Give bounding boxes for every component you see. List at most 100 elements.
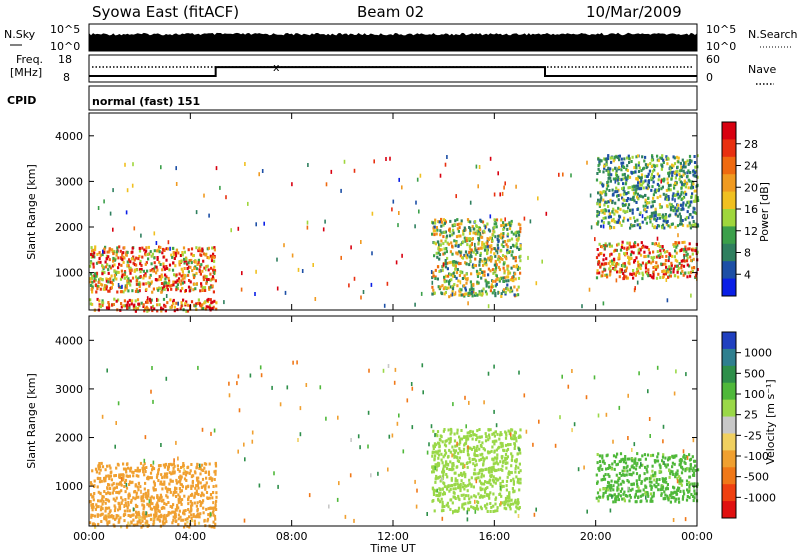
heatmap-cell	[258, 172, 260, 177]
heatmap-cell	[504, 453, 508, 456]
heatmap-cell	[664, 463, 667, 467]
heatmap-cell	[146, 475, 149, 479]
heatmap-cell	[656, 154, 659, 158]
heatmap-cell	[180, 304, 183, 308]
heatmap-cell	[190, 507, 193, 511]
heatmap-cell	[608, 212, 611, 216]
heatmap-cell	[205, 278, 208, 282]
heatmap-cell	[433, 241, 436, 245]
heatmap-cell	[125, 275, 129, 279]
heatmap-cell	[93, 523, 97, 527]
heatmap-cell	[96, 252, 99, 256]
heatmap-cell	[461, 240, 465, 244]
heatmap-cell	[213, 299, 216, 303]
heatmap-cell	[619, 452, 623, 456]
heatmap-cell	[349, 473, 352, 478]
heatmap-cell	[206, 247, 209, 251]
heatmap-cell	[602, 224, 605, 229]
heatmap-cell	[507, 499, 510, 503]
heatmap-cell	[187, 465, 190, 469]
heatmap-cell	[453, 439, 457, 443]
heatmap-cell	[652, 180, 655, 184]
heatmap-cell	[144, 495, 148, 499]
heatmap-cell	[519, 428, 522, 432]
heatmap-cell	[617, 182, 620, 186]
heatmap-cell	[637, 265, 640, 269]
heatmap-cell	[140, 233, 142, 238]
heatmap-cell	[199, 272, 202, 276]
heatmap-cell	[692, 257, 695, 261]
heatmap-cell	[142, 511, 145, 514]
heatmap-cell	[612, 488, 615, 492]
heatmap-cell	[503, 271, 506, 275]
heatmap-cell	[651, 176, 655, 180]
heatmap-cell	[201, 477, 205, 481]
heatmap-cell	[445, 467, 449, 470]
noise-right-tick-bottom: 10^0	[706, 40, 736, 53]
heatmap-cell	[609, 270, 612, 274]
heatmap-cell	[467, 291, 470, 295]
heatmap-cell	[456, 251, 459, 255]
heatmap-cell	[105, 279, 108, 283]
time-tick-label: 20:00	[580, 530, 612, 543]
heatmap-cell	[459, 487, 462, 491]
heatmap-cell	[517, 498, 520, 502]
heatmap-cell	[604, 490, 607, 494]
heatmap-cell	[178, 487, 181, 490]
heatmap-cell	[613, 226, 616, 230]
heatmap-cell	[462, 493, 465, 497]
heatmap-cell	[638, 251, 641, 255]
heatmap-cell	[609, 176, 612, 180]
heatmap-cell	[446, 261, 449, 265]
heatmap-cell	[596, 453, 599, 456]
heatmap-cell	[135, 256, 138, 260]
heatmap-cell	[141, 503, 144, 507]
heatmap-cell	[148, 476, 152, 480]
heatmap-cell	[443, 251, 446, 255]
heatmap-cell	[602, 253, 606, 257]
heatmap-cell	[122, 255, 125, 259]
heatmap-cell	[142, 470, 145, 474]
heatmap-cell	[458, 435, 461, 439]
heatmap-cell	[694, 211, 697, 215]
heatmap-cell	[654, 474, 657, 478]
heatmap-cell	[170, 472, 173, 476]
heatmap-cell	[127, 521, 130, 525]
heatmap-cell	[675, 241, 678, 245]
heatmap-cell	[624, 175, 627, 179]
heatmap-cell	[471, 241, 473, 246]
heatmap-cell	[452, 231, 455, 235]
heatmap-cell	[199, 472, 202, 476]
heatmap-cell	[676, 479, 679, 484]
colorbar-block	[722, 484, 736, 502]
heatmap-cell	[441, 292, 444, 296]
heatmap-cell	[431, 285, 434, 289]
heatmap-cell	[123, 485, 126, 488]
heatmap-cell	[650, 176, 653, 180]
heatmap-cell	[144, 272, 147, 276]
heatmap-cell	[490, 283, 493, 287]
heatmap-cell	[437, 449, 440, 453]
heatmap-cell	[472, 472, 476, 476]
heatmap-cell	[445, 473, 448, 476]
heatmap-cell	[453, 223, 456, 227]
heatmap-cell	[654, 214, 657, 217]
colorbar-block	[722, 278, 736, 297]
heatmap-cell	[598, 261, 601, 265]
heatmap-cell	[373, 159, 375, 164]
heatmap-cell	[649, 162, 652, 165]
heatmap-cell	[432, 490, 435, 494]
heatmap-cell	[682, 264, 686, 268]
heatmap-cell	[691, 469, 694, 473]
heatmap-cell	[672, 472, 675, 476]
heatmap-cell	[431, 221, 435, 225]
heatmap-cell	[459, 242, 462, 246]
heatmap-cell	[437, 251, 440, 255]
heatmap-cell	[291, 253, 294, 258]
heatmap-cell	[616, 495, 619, 499]
heatmap-cell	[644, 217, 647, 221]
heatmap-cell	[617, 242, 620, 246]
heatmap-cell	[122, 473, 125, 477]
heatmap-cell	[683, 195, 686, 199]
heatmap-cell	[508, 227, 512, 231]
